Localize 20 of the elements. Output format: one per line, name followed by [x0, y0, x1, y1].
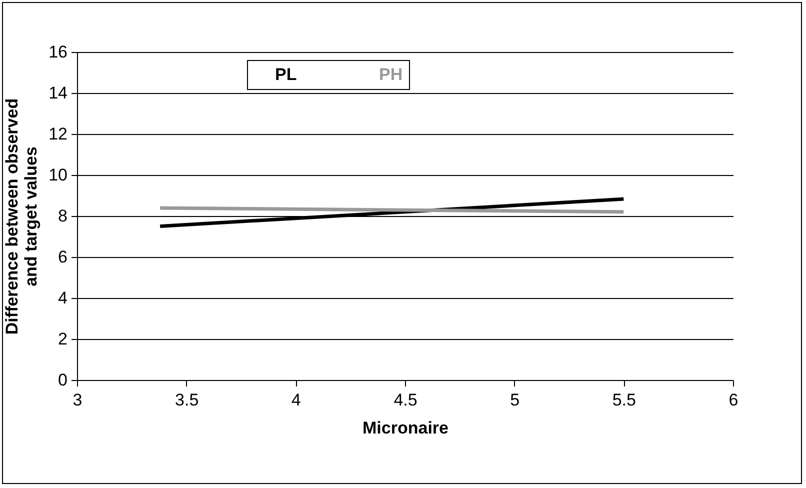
y-tick-label: 8 [58, 206, 68, 226]
x-tick-label: 4.5 [394, 390, 418, 410]
x-tick-label: 4 [291, 390, 301, 410]
y-tick-label: 16 [48, 42, 68, 62]
y-tick-label: 6 [58, 248, 68, 266]
x-axis-title: Micronaire [362, 418, 448, 438]
x-tick-label: 5 [510, 390, 520, 410]
y-tick-label: 10 [48, 166, 68, 184]
y-tick-label: 12 [48, 124, 68, 144]
text: PH [379, 65, 403, 84]
x-tick-label: 6 [728, 390, 738, 410]
y-tick-label: 2 [58, 330, 68, 348]
x-tick-label: 5.5 [612, 390, 636, 410]
y-tick-label: 4 [58, 288, 68, 308]
y-tick-label: 14 [48, 84, 68, 102]
x-tick-label: 3 [72, 390, 82, 410]
text: PL [275, 65, 297, 84]
x-tick-label: 3.5 [175, 390, 199, 410]
y-axis-title: Difference between observed and target values [2, 98, 41, 335]
y-tick-label: 0 [58, 370, 68, 390]
